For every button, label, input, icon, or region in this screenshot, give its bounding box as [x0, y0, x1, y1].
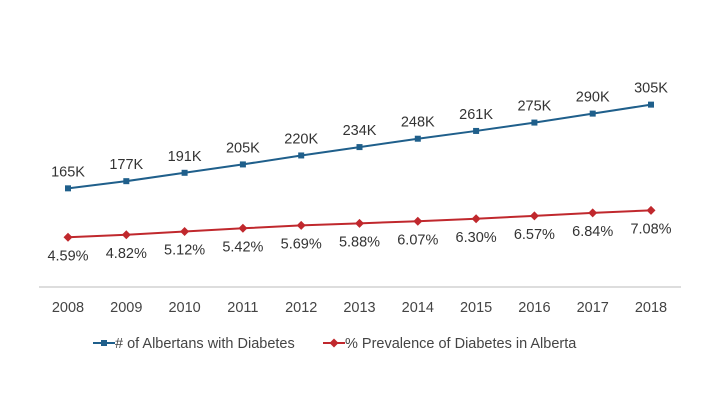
legend-label: % Prevalence of Diabetes in Alberta	[345, 336, 577, 352]
data-point-marker	[239, 161, 246, 168]
data-label: 6.07%	[397, 232, 438, 248]
data-label: 205K	[226, 140, 260, 156]
legend-item-0: # of Albertans with Diabetes	[93, 336, 295, 352]
legend: # of Albertans with Diabetes % Prevalence…	[93, 336, 577, 352]
legend-marker	[329, 338, 339, 348]
legend-label: # of Albertans with Diabetes	[115, 336, 295, 352]
x-tick-label: 2010	[168, 300, 200, 316]
x-tick-label: 2018	[635, 300, 667, 316]
data-label: 5.69%	[281, 236, 322, 252]
data-point-marker	[473, 127, 480, 134]
x-tick-label: 2017	[577, 300, 609, 316]
x-tick-label: 2012	[285, 300, 317, 316]
data-point-marker	[356, 144, 363, 151]
data-point-marker	[648, 101, 654, 108]
data-point-marker	[471, 214, 481, 224]
data-point-marker	[414, 135, 421, 142]
data-label: 5.88%	[339, 234, 380, 250]
x-tick-label: 2009	[110, 300, 142, 316]
data-point-marker	[121, 230, 131, 240]
data-point-marker	[180, 227, 190, 237]
data-label: 290K	[576, 90, 610, 106]
x-tick-label: 2015	[460, 300, 492, 316]
x-tick-label: 2013	[343, 300, 375, 316]
data-label: 6.84%	[572, 224, 613, 240]
data-point-marker	[181, 169, 188, 176]
x-tick-label: 2016	[518, 300, 550, 316]
data-point-marker	[413, 216, 423, 226]
data-label: 220K	[284, 131, 318, 147]
data-point-marker	[589, 110, 596, 117]
data-label: 261K	[459, 107, 493, 123]
data-label: 4.82%	[106, 246, 147, 262]
legend-item-1: % Prevalence of Diabetes in Alberta	[323, 336, 577, 352]
data-label: 191K	[168, 149, 202, 165]
data-label: 4.59%	[47, 248, 88, 264]
data-point-marker	[531, 119, 538, 126]
data-label: 275K	[517, 99, 551, 115]
data-point-marker	[646, 205, 656, 215]
series-group: 165K 177K 191K 205K 220K 234K 248K 261K 275K 290K…	[47, 81, 671, 265]
data-point-marker	[296, 220, 306, 230]
data-label: 305K	[634, 81, 668, 97]
data-label: 165K	[51, 164, 85, 180]
data-label: 177K	[109, 157, 143, 173]
data-point-marker	[63, 232, 73, 242]
data-point-marker	[529, 211, 539, 221]
data-label: 5.12%	[164, 243, 205, 259]
data-point-marker	[238, 223, 248, 233]
data-label: 5.42%	[222, 239, 263, 255]
data-label: 248K	[401, 115, 435, 131]
data-label: 6.30%	[456, 230, 497, 246]
data-point-marker	[65, 185, 71, 192]
data-point-marker	[298, 152, 305, 159]
data-point-marker	[588, 208, 598, 218]
series-1: 4.59% 4.82% 5.12% 5.42% 5.69% 5.88% 6.07% 6.30%…	[47, 205, 672, 264]
legend-marker	[101, 340, 107, 346]
x-tick-label: 2014	[402, 300, 434, 316]
data-label: 234K	[343, 123, 377, 139]
data-label: 7.08%	[630, 221, 671, 237]
x-axis-ticks: 2008 2009 2010 2011 2012 2013 2014 2015 2016 2017…	[52, 300, 667, 316]
series-0: 165K 177K 191K 205K 220K 234K 248K 261K 275K 290K…	[51, 81, 668, 192]
x-tick-label: 2008	[52, 300, 84, 316]
data-point-marker	[123, 178, 130, 185]
x-tick-label: 2011	[227, 300, 258, 316]
data-point-marker	[355, 218, 364, 228]
data-label: 6.57%	[514, 227, 555, 243]
